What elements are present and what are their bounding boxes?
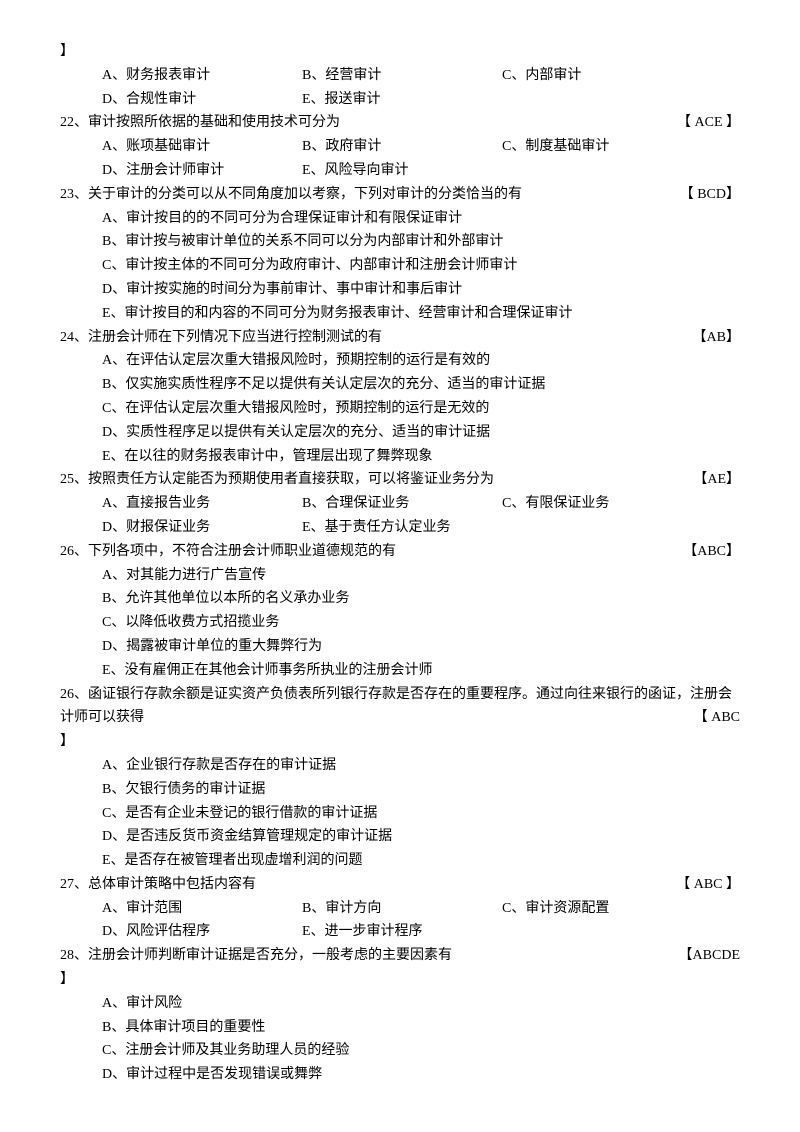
q26b-stem: 26、函证银行存款余额是证实资产负债表所列银行存款是否存在的重要程序。通过向往来… bbox=[60, 683, 740, 731]
q22-opts-row1: A、账项基础审计 B、政府审计 C、制度基础审计 bbox=[60, 135, 740, 159]
q25-opts-row2: D、财报保证业务 E、基于责任方认定业务 bbox=[60, 516, 740, 540]
q25-text: 按照责任方认定能否为预期使用者直接获取，可以将鉴证业务分为 bbox=[88, 468, 740, 492]
opt-c: C、制度基础审计 bbox=[502, 135, 702, 159]
q26b-opt-c: C、是否有企业未登记的银行借款的审计证据 bbox=[60, 802, 740, 826]
q27-opts-row1: A、审计范围 B、审计方向 C、审计资源配置 bbox=[60, 897, 740, 921]
opt-d: D、合规性审计 bbox=[102, 88, 302, 112]
q26b-num: 26、 bbox=[60, 687, 88, 702]
opt-e: E、报送审计 bbox=[302, 88, 502, 112]
q28-opt-b: B、具体审计项目的重要性 bbox=[60, 1016, 740, 1040]
q27-text: 总体审计策略中包括内容有 bbox=[88, 873, 740, 897]
closing-bracket-26b: 】 bbox=[60, 730, 740, 754]
q22-opts-row2: D、注册会计师审计 E、风险导向审计 bbox=[60, 159, 740, 183]
q23-opt-d: D、审计按实施的时间分为事前审计、事中审计和事后审计 bbox=[60, 278, 740, 302]
q26-text: 下列各项中，不符合注册会计师职业道德规范的有 bbox=[88, 540, 740, 564]
q22-num: 22、 bbox=[60, 111, 88, 135]
q28-opt-a: A、审计风险 bbox=[60, 992, 740, 1016]
opt-b: B、审计方向 bbox=[302, 897, 502, 921]
q27-num: 27、 bbox=[60, 873, 88, 897]
q24-opt-c: C、在评估认定层次重大错报风险时，预期控制的运行是无效的 bbox=[60, 397, 740, 421]
q26-num: 26、 bbox=[60, 540, 88, 564]
closing-bracket-28: 】 bbox=[60, 968, 740, 992]
q25-answer: 【AE】 bbox=[693, 468, 740, 492]
q23-opt-c: C、审计按主体的不同可分为政府审计、内部审计和注册会计师审计 bbox=[60, 254, 740, 278]
q28-opt-c: C、注册会计师及其业务助理人员的经验 bbox=[60, 1039, 740, 1063]
q24-opt-d: D、实质性程序足以提供有关认定层次的充分、适当的审计证据 bbox=[60, 421, 740, 445]
q22-text: 审计按照所依据的基础和使用技术可分为 bbox=[88, 111, 740, 135]
closing-bracket-21: 】 bbox=[60, 40, 740, 64]
q24-opt-a: A、在评估认定层次重大错报风险时，预期控制的运行是有效的 bbox=[60, 349, 740, 373]
q26b-text: 函证银行存款余额是证实资产负债表所列银行存款是否存在的重要程序。通过向往来银行的… bbox=[60, 687, 732, 726]
q28-opt-d: D、审计过程中是否发现错误或舞弊 bbox=[60, 1063, 740, 1087]
q28-answer: 【ABCDE bbox=[679, 944, 740, 968]
q23-text: 关于审计的分类可以从不同角度加以考察，下列对审计的分类恰当的有 bbox=[88, 183, 740, 207]
q23-opt-e: E、审计按目的和内容的不同可分为财务报表审计、经营审计和合理保证审计 bbox=[60, 302, 740, 326]
opt-d: D、注册会计师审计 bbox=[102, 159, 302, 183]
q24-num: 24、 bbox=[60, 326, 88, 350]
q23-opt-a: A、审计按目的的不同可分为合理保证审计和有限保证审计 bbox=[60, 207, 740, 231]
q26-opt-b: B、允许其他单位以本所的名义承办业务 bbox=[60, 587, 740, 611]
q23-num: 23、 bbox=[60, 183, 88, 207]
q23-stem: 23、 关于审计的分类可以从不同角度加以考察，下列对审计的分类恰当的有 【 BC… bbox=[60, 183, 740, 207]
q28-num: 28、 bbox=[60, 944, 88, 968]
q26b-answer: 【 ABC bbox=[694, 706, 740, 730]
q26b-opt-e: E、是否存在被管理者出现虚增利润的问题 bbox=[60, 849, 740, 873]
q21-opts-row1: A、财务报表审计 B、经营审计 C、内部审计 bbox=[60, 64, 740, 88]
q24-opt-b: B、仅实施实质性程序不足以提供有关认定层次的充分、适当的审计证据 bbox=[60, 373, 740, 397]
opt-c: C、内部审计 bbox=[502, 64, 702, 88]
q26b-opt-b: B、欠银行债务的审计证据 bbox=[60, 778, 740, 802]
q26b-opt-a: A、企业银行存款是否存在的审计证据 bbox=[60, 754, 740, 778]
q26-answer: 【ABC】 bbox=[683, 540, 740, 564]
q25-num: 25、 bbox=[60, 468, 88, 492]
opt-a: A、审计范围 bbox=[102, 897, 302, 921]
q26-opt-a: A、对其能力进行广告宣传 bbox=[60, 564, 740, 588]
q24-opt-e: E、在以往的财务报表审计中，管理层出现了舞弊现象 bbox=[60, 445, 740, 469]
q26-stem: 26、 下列各项中，不符合注册会计师职业道德规范的有 【ABC】 bbox=[60, 540, 740, 564]
opt-a: A、财务报表审计 bbox=[102, 64, 302, 88]
opt-e: E、进一步审计程序 bbox=[302, 920, 502, 944]
q25-stem: 25、 按照责任方认定能否为预期使用者直接获取，可以将鉴证业务分为 【AE】 bbox=[60, 468, 740, 492]
opt-b: B、经营审计 bbox=[302, 64, 502, 88]
opt-a: A、账项基础审计 bbox=[102, 135, 302, 159]
q23-opt-b: B、审计按与被审计单位的关系不同可以分为内部审计和外部审计 bbox=[60, 230, 740, 254]
q26b-opt-d: D、是否违反货币资金结算管理规定的审计证据 bbox=[60, 825, 740, 849]
opt-d: D、风险评估程序 bbox=[102, 920, 302, 944]
q24-answer: 【AB】 bbox=[693, 326, 740, 350]
q28-text: 注册会计师判断审计证据是否充分，一般考虑的主要因素有 bbox=[88, 944, 740, 968]
opt-b: B、政府审计 bbox=[302, 135, 502, 159]
q26-opt-c: C、以降低收费方式招揽业务 bbox=[60, 611, 740, 635]
q28-stem: 28、 注册会计师判断审计证据是否充分，一般考虑的主要因素有 【ABCDE bbox=[60, 944, 740, 968]
q21-opts-row2: D、合规性审计 E、报送审计 bbox=[60, 88, 740, 112]
q24-text: 注册会计师在下列情况下应当进行控制测试的有 bbox=[88, 326, 740, 350]
q27-stem: 27、 总体审计策略中包括内容有 【 ABC 】 bbox=[60, 873, 740, 897]
q26-opt-e: E、没有雇佣正在其他会计师事务所执业的注册会计师 bbox=[60, 659, 740, 683]
opt-e: E、基于责任方认定业务 bbox=[302, 516, 502, 540]
opt-b: B、合理保证业务 bbox=[302, 492, 502, 516]
q23-answer: 【 BCD】 bbox=[680, 183, 740, 207]
opt-d: D、财报保证业务 bbox=[102, 516, 302, 540]
q22-answer: 【 ACE 】 bbox=[677, 111, 740, 135]
q27-opts-row2: D、风险评估程序 E、进一步审计程序 bbox=[60, 920, 740, 944]
opt-c: C、审计资源配置 bbox=[502, 897, 702, 921]
opt-a: A、直接报告业务 bbox=[102, 492, 302, 516]
q27-answer: 【 ABC 】 bbox=[676, 873, 740, 897]
q25-opts-row1: A、直接报告业务 B、合理保证业务 C、有限保证业务 bbox=[60, 492, 740, 516]
opt-e: E、风险导向审计 bbox=[302, 159, 502, 183]
q26-opt-d: D、揭露被审计单位的重大舞弊行为 bbox=[60, 635, 740, 659]
opt-c: C、有限保证业务 bbox=[502, 492, 702, 516]
q22-stem: 22、 审计按照所依据的基础和使用技术可分为 【 ACE 】 bbox=[60, 111, 740, 135]
q24-stem: 24、 注册会计师在下列情况下应当进行控制测试的有 【AB】 bbox=[60, 326, 740, 350]
